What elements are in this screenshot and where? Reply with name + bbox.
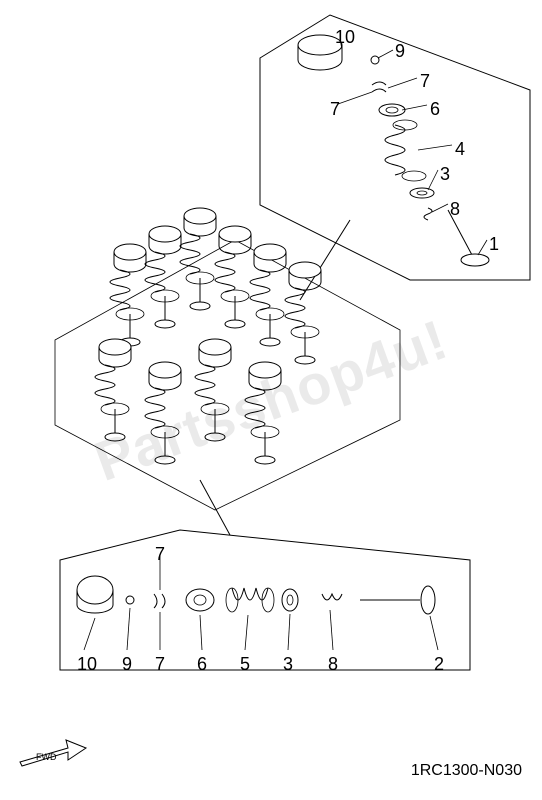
part-spring-bot <box>226 588 274 612</box>
part-seal-bot <box>322 594 342 600</box>
part-seat-bot <box>282 589 298 611</box>
callout-7d: 7 <box>155 545 165 563</box>
fwd-arrow: FWD <box>18 736 88 772</box>
part-cotter-bot <box>154 594 165 608</box>
callout-7a: 7 <box>420 72 430 90</box>
callout-9b: 9 <box>122 655 132 673</box>
part-retainer-top <box>379 104 405 116</box>
diagram-svg <box>0 0 542 800</box>
drawing-number: 1RC1300-N030 <box>411 762 522 780</box>
part-spring-top <box>385 120 426 181</box>
callout-6a: 6 <box>430 100 440 118</box>
part-lifter-cap-bot <box>77 576 113 604</box>
callout-10b: 10 <box>77 655 97 673</box>
callout-1: 1 <box>489 235 499 253</box>
callout-8b: 8 <box>328 655 338 673</box>
part-seal-top <box>424 208 432 220</box>
callout-6b: 6 <box>197 655 207 673</box>
part-seat-top <box>410 188 434 198</box>
page: Partsshop4u! <box>0 0 542 800</box>
callout-9a: 9 <box>395 42 405 60</box>
fwd-label: FWD <box>36 752 57 762</box>
part-pin-bot <box>126 596 134 604</box>
callout-7b: 7 <box>330 100 340 118</box>
part-cotter-top <box>372 82 386 92</box>
callout-3b: 3 <box>283 655 293 673</box>
center-assembly <box>55 208 400 510</box>
callout-7c: 7 <box>155 655 165 673</box>
part-retainer-bot <box>186 589 214 611</box>
callout-5: 5 <box>240 655 250 673</box>
part-valve-exhaust <box>360 586 435 614</box>
callout-10a: 10 <box>335 28 355 46</box>
callout-3a: 3 <box>440 165 450 183</box>
callout-4: 4 <box>455 140 465 158</box>
callout-8a: 8 <box>450 200 460 218</box>
callout-2: 2 <box>434 655 444 673</box>
part-pin-top <box>371 56 379 64</box>
